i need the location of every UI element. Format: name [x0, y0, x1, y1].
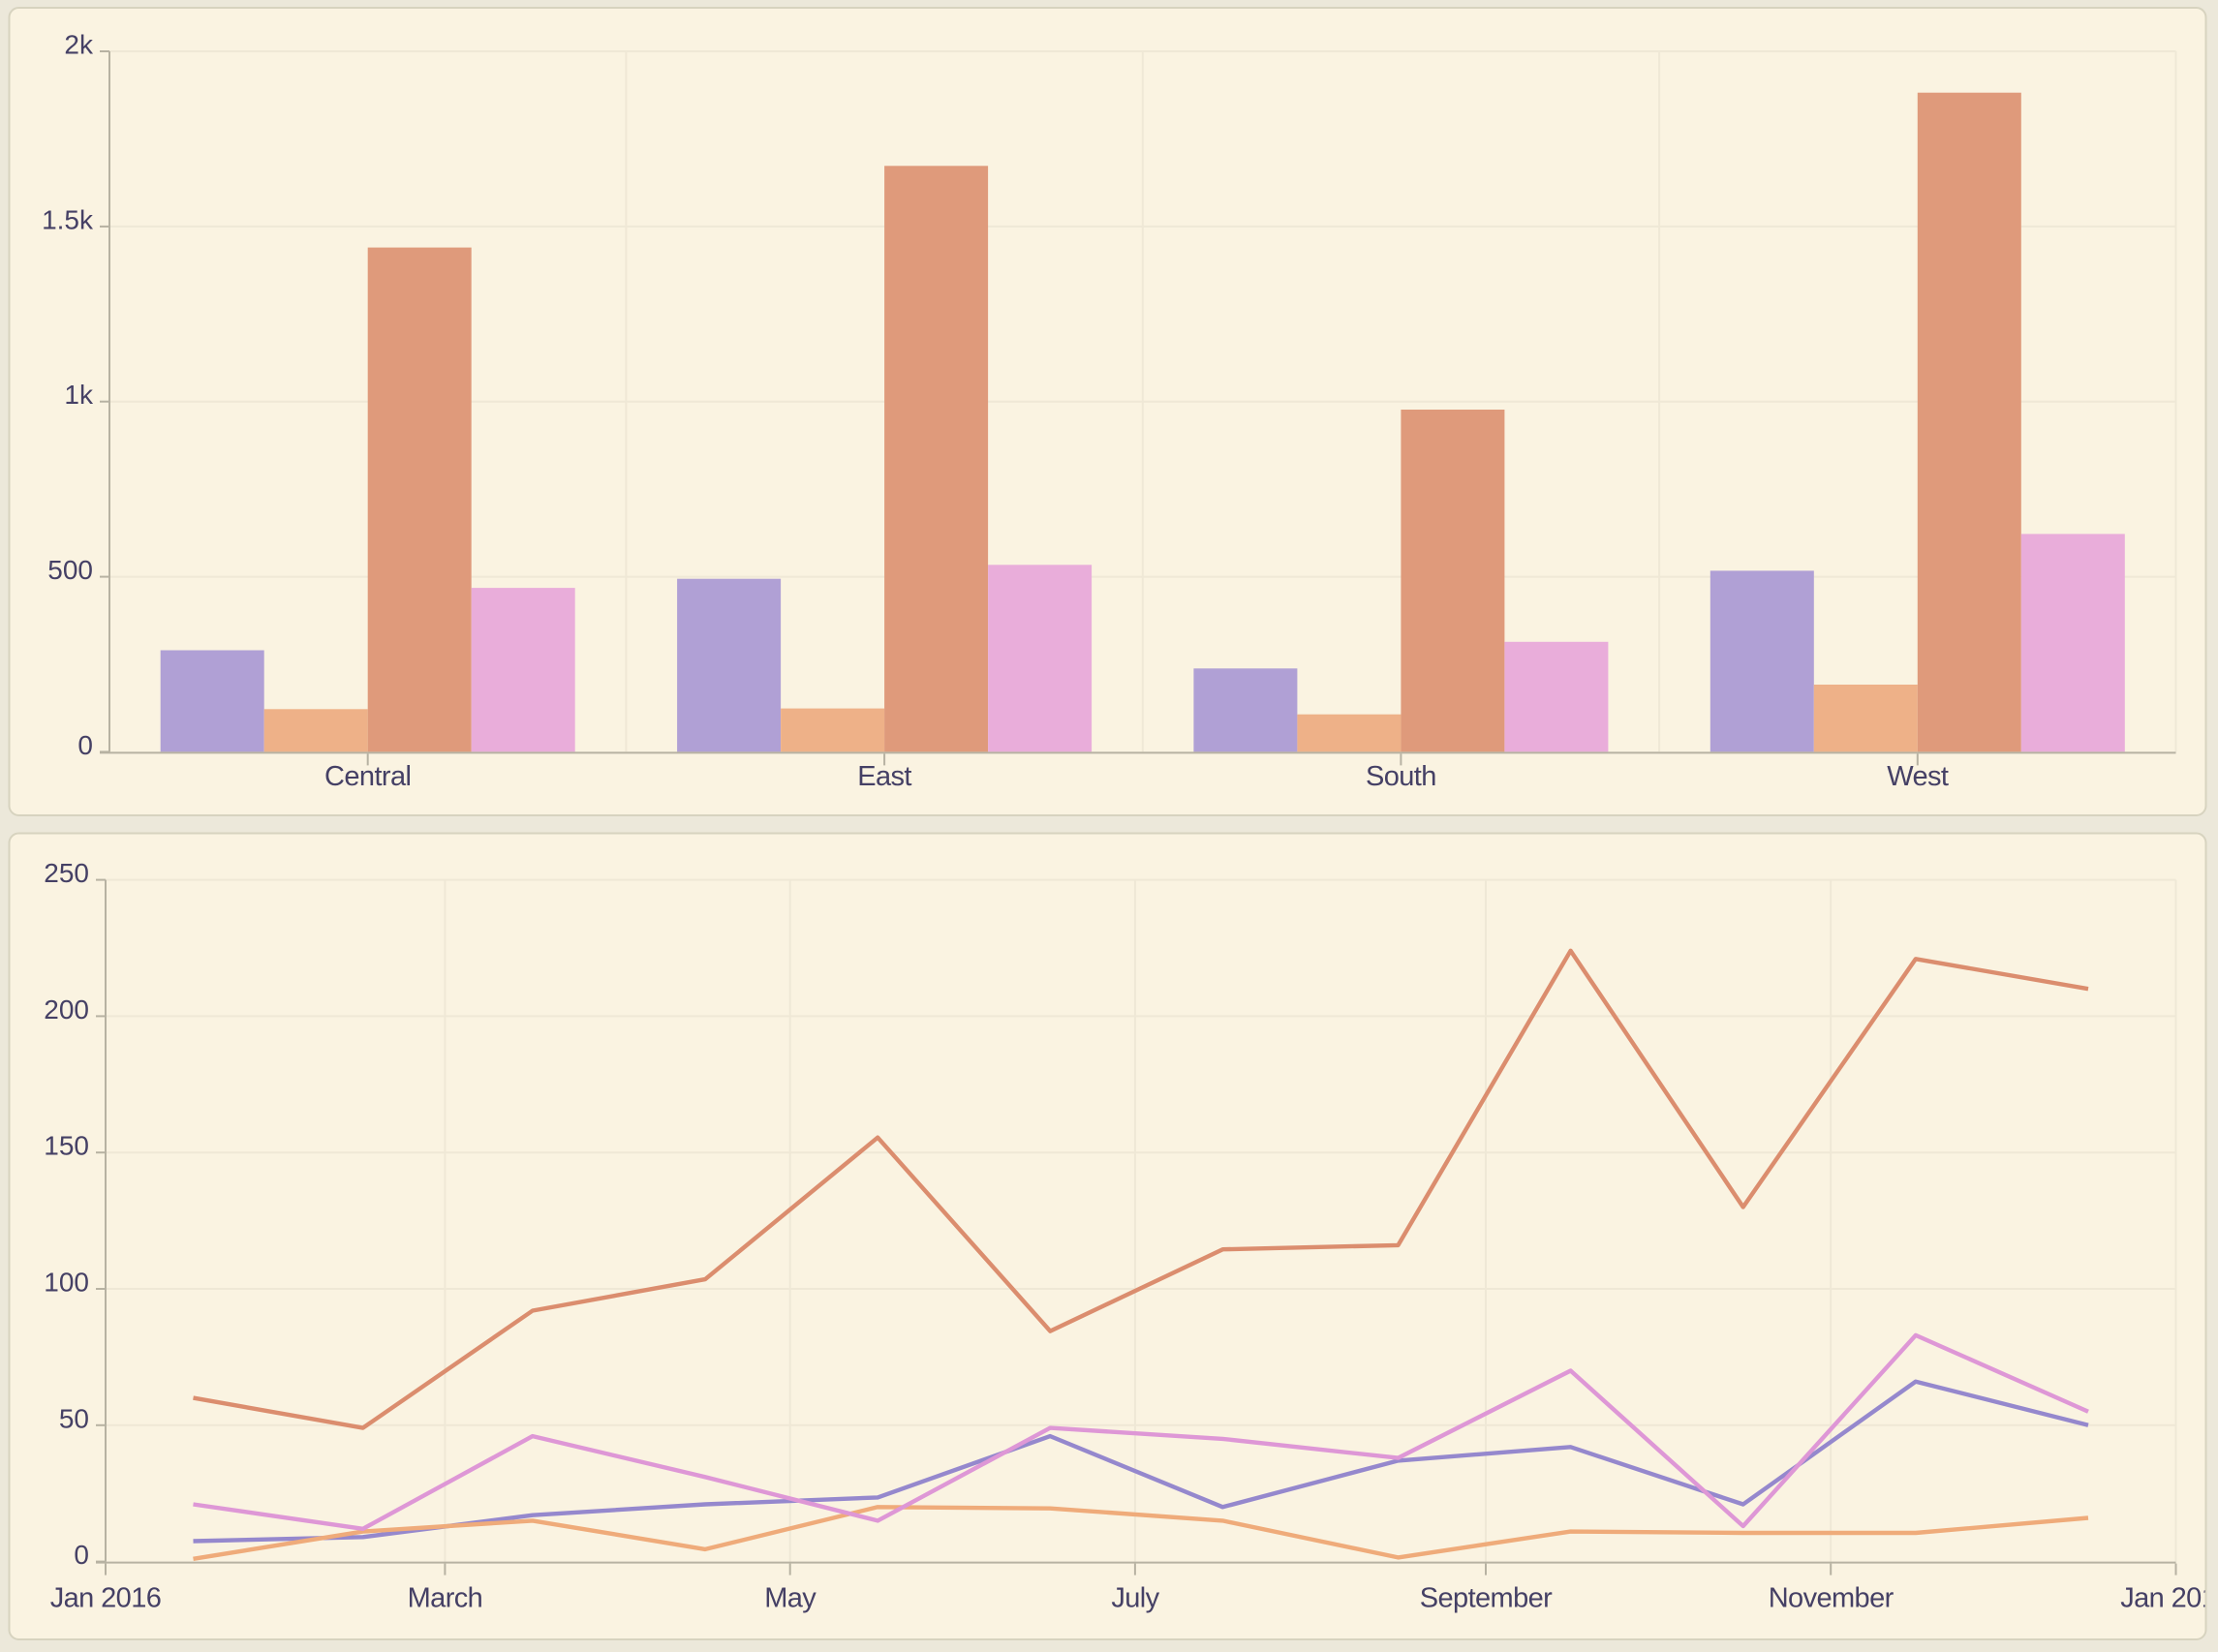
svg-text:1.5k: 1.5k [42, 204, 94, 234]
svg-text:Central: Central [324, 761, 411, 792]
svg-text:0: 0 [77, 730, 93, 760]
svg-text:0: 0 [74, 1540, 89, 1570]
svg-text:1k: 1k [64, 380, 94, 410]
svg-text:South: South [1366, 761, 1436, 792]
svg-text:250: 250 [44, 858, 89, 888]
svg-text:200: 200 [44, 994, 89, 1025]
svg-text:Jan 2016: Jan 2016 [50, 1583, 162, 1614]
svg-text:Jan 2017: Jan 2017 [2120, 1583, 2218, 1614]
svg-text:East: East [857, 761, 911, 792]
svg-text:150: 150 [44, 1131, 89, 1161]
svg-text:500: 500 [47, 555, 93, 585]
svg-text:March: March [408, 1583, 483, 1614]
svg-text:2k: 2k [64, 30, 94, 60]
svg-text:May: May [764, 1583, 816, 1614]
svg-text:November: November [1769, 1583, 1895, 1614]
svg-text:September: September [1420, 1583, 1553, 1614]
svg-text:July: July [1111, 1583, 1159, 1614]
svg-text:100: 100 [44, 1268, 89, 1298]
svg-text:West: West [1887, 761, 1949, 792]
svg-text:50: 50 [59, 1403, 89, 1433]
